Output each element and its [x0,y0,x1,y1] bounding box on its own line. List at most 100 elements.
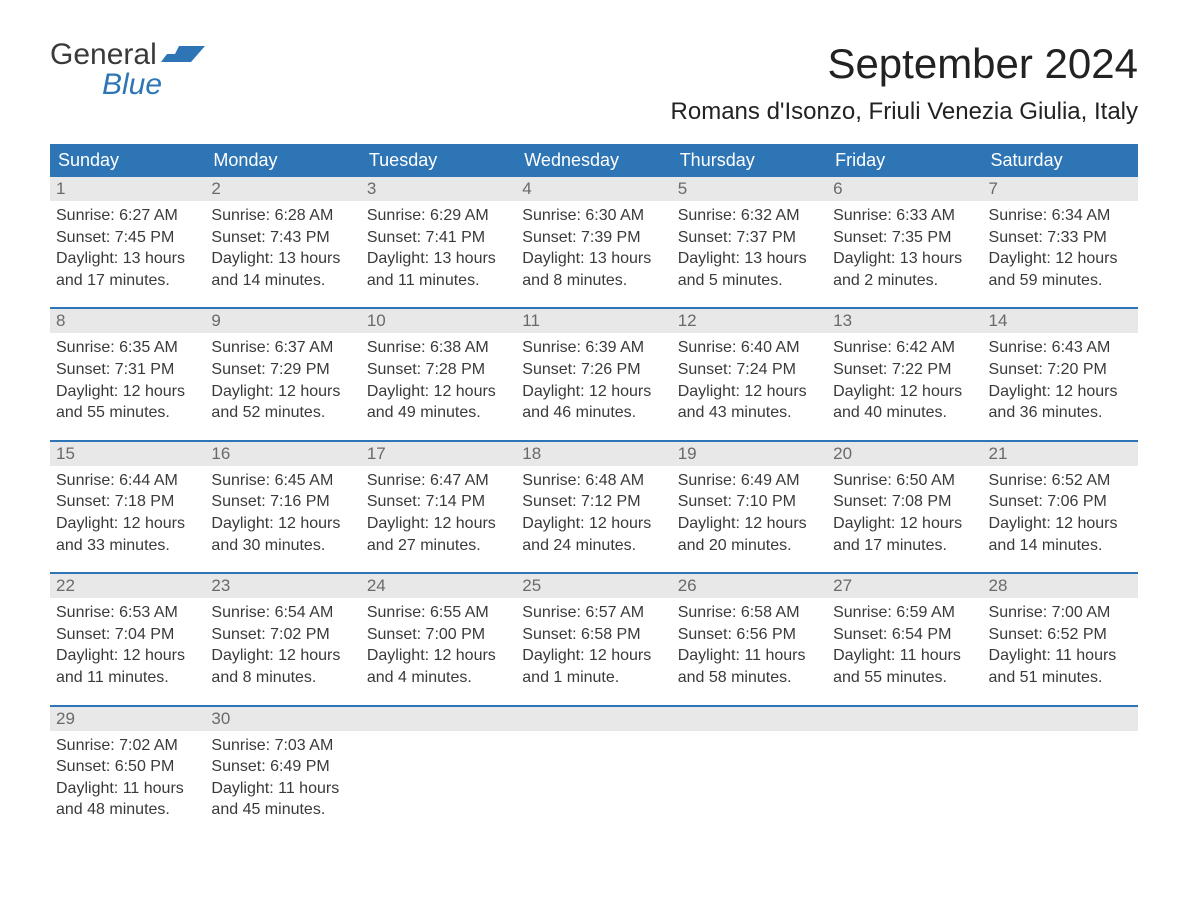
day-header-row: Sunday Monday Tuesday Wednesday Thursday… [50,144,1138,177]
calendar-day: 25Sunrise: 6:57 AMSunset: 6:58 PMDayligh… [516,574,671,696]
daylight-line2: and 46 minutes. [522,402,665,424]
calendar-day [516,707,671,829]
sunrise-text: Sunrise: 6:52 AM [989,470,1132,492]
day-number: 4 [516,177,671,201]
daylight-line1: Daylight: 13 hours [56,248,199,270]
sunset-text: Sunset: 7:41 PM [367,227,510,249]
daylight-line1: Daylight: 12 hours [211,381,354,403]
calendar-day: 29Sunrise: 7:02 AMSunset: 6:50 PMDayligh… [50,707,205,829]
day-header: Friday [827,144,982,177]
day-details: Sunrise: 6:45 AMSunset: 7:16 PMDaylight:… [205,466,360,564]
daylight-line1: Daylight: 12 hours [522,513,665,535]
day-header: Wednesday [516,144,671,177]
day-number: 5 [672,177,827,201]
day-details: Sunrise: 6:37 AMSunset: 7:29 PMDaylight:… [205,333,360,431]
day-number [672,707,827,731]
daylight-line2: and 58 minutes. [678,667,821,689]
day-details: Sunrise: 6:58 AMSunset: 6:56 PMDaylight:… [672,598,827,696]
sunset-text: Sunset: 6:50 PM [56,756,199,778]
daylight-line1: Daylight: 12 hours [989,381,1132,403]
day-details: Sunrise: 6:50 AMSunset: 7:08 PMDaylight:… [827,466,982,564]
daylight-line2: and 27 minutes. [367,535,510,557]
sunrise-text: Sunrise: 6:47 AM [367,470,510,492]
day-details: Sunrise: 6:47 AMSunset: 7:14 PMDaylight:… [361,466,516,564]
day-details: Sunrise: 6:59 AMSunset: 6:54 PMDaylight:… [827,598,982,696]
sunrise-text: Sunrise: 6:45 AM [211,470,354,492]
calendar-day: 1Sunrise: 6:27 AMSunset: 7:45 PMDaylight… [50,177,205,299]
sunrise-text: Sunrise: 6:29 AM [367,205,510,227]
daylight-line2: and 30 minutes. [211,535,354,557]
day-header: Sunday [50,144,205,177]
day-details: Sunrise: 6:34 AMSunset: 7:33 PMDaylight:… [983,201,1138,299]
day-details: Sunrise: 6:30 AMSunset: 7:39 PMDaylight:… [516,201,671,299]
sunset-text: Sunset: 7:12 PM [522,491,665,513]
day-number: 27 [827,574,982,598]
sunrise-text: Sunrise: 6:35 AM [56,337,199,359]
sunset-text: Sunset: 7:37 PM [678,227,821,249]
daylight-line1: Daylight: 12 hours [56,513,199,535]
daylight-line2: and 43 minutes. [678,402,821,424]
calendar-day: 19Sunrise: 6:49 AMSunset: 7:10 PMDayligh… [672,442,827,564]
day-number: 22 [50,574,205,598]
daylight-line2: and 36 minutes. [989,402,1132,424]
day-details: Sunrise: 6:52 AMSunset: 7:06 PMDaylight:… [983,466,1138,564]
calendar: Sunday Monday Tuesday Wednesday Thursday… [50,144,1138,829]
sunset-text: Sunset: 7:29 PM [211,359,354,381]
calendar-day: 5Sunrise: 6:32 AMSunset: 7:37 PMDaylight… [672,177,827,299]
calendar-day: 23Sunrise: 6:54 AMSunset: 7:02 PMDayligh… [205,574,360,696]
sunset-text: Sunset: 7:39 PM [522,227,665,249]
logo-text-general: General [50,40,157,70]
day-number: 30 [205,707,360,731]
daylight-line1: Daylight: 12 hours [367,513,510,535]
calendar-day: 30Sunrise: 7:03 AMSunset: 6:49 PMDayligh… [205,707,360,829]
daylight-line2: and 55 minutes. [56,402,199,424]
day-number: 12 [672,309,827,333]
daylight-line2: and 8 minutes. [522,270,665,292]
sunset-text: Sunset: 7:24 PM [678,359,821,381]
day-details: Sunrise: 6:29 AMSunset: 7:41 PMDaylight:… [361,201,516,299]
daylight-line2: and 1 minute. [522,667,665,689]
daylight-line2: and 49 minutes. [367,402,510,424]
calendar-day: 4Sunrise: 6:30 AMSunset: 7:39 PMDaylight… [516,177,671,299]
sunset-text: Sunset: 6:52 PM [989,624,1132,646]
sunset-text: Sunset: 7:18 PM [56,491,199,513]
daylight-line2: and 59 minutes. [989,270,1132,292]
day-details: Sunrise: 6:49 AMSunset: 7:10 PMDaylight:… [672,466,827,564]
day-number: 1 [50,177,205,201]
sunset-text: Sunset: 7:35 PM [833,227,976,249]
daylight-line1: Daylight: 11 hours [56,778,199,800]
daylight-line1: Daylight: 11 hours [989,645,1132,667]
logo-text-blue: Blue [50,70,205,100]
daylight-line2: and 33 minutes. [56,535,199,557]
day-number: 2 [205,177,360,201]
daylight-line1: Daylight: 12 hours [833,381,976,403]
day-details: Sunrise: 6:57 AMSunset: 6:58 PMDaylight:… [516,598,671,696]
day-details: Sunrise: 6:54 AMSunset: 7:02 PMDaylight:… [205,598,360,696]
calendar-day: 24Sunrise: 6:55 AMSunset: 7:00 PMDayligh… [361,574,516,696]
calendar-day: 21Sunrise: 6:52 AMSunset: 7:06 PMDayligh… [983,442,1138,564]
sunrise-text: Sunrise: 6:37 AM [211,337,354,359]
sunrise-text: Sunrise: 6:33 AM [833,205,976,227]
daylight-line2: and 17 minutes. [56,270,199,292]
day-number: 13 [827,309,982,333]
sunset-text: Sunset: 7:02 PM [211,624,354,646]
calendar-day: 10Sunrise: 6:38 AMSunset: 7:28 PMDayligh… [361,309,516,431]
sunset-text: Sunset: 7:00 PM [367,624,510,646]
day-number: 16 [205,442,360,466]
calendar-week: 15Sunrise: 6:44 AMSunset: 7:18 PMDayligh… [50,440,1138,564]
day-number: 14 [983,309,1138,333]
day-number [361,707,516,731]
daylight-line2: and 2 minutes. [833,270,976,292]
calendar-day: 8Sunrise: 6:35 AMSunset: 7:31 PMDaylight… [50,309,205,431]
calendar-day: 14Sunrise: 6:43 AMSunset: 7:20 PMDayligh… [983,309,1138,431]
day-number: 15 [50,442,205,466]
daylight-line2: and 45 minutes. [211,799,354,821]
daylight-line1: Daylight: 12 hours [678,513,821,535]
sunrise-text: Sunrise: 6:43 AM [989,337,1132,359]
day-details: Sunrise: 6:53 AMSunset: 7:04 PMDaylight:… [50,598,205,696]
day-number: 23 [205,574,360,598]
sunset-text: Sunset: 7:31 PM [56,359,199,381]
calendar-week: 29Sunrise: 7:02 AMSunset: 6:50 PMDayligh… [50,705,1138,829]
calendar-week: 8Sunrise: 6:35 AMSunset: 7:31 PMDaylight… [50,307,1138,431]
day-details: Sunrise: 6:40 AMSunset: 7:24 PMDaylight:… [672,333,827,431]
